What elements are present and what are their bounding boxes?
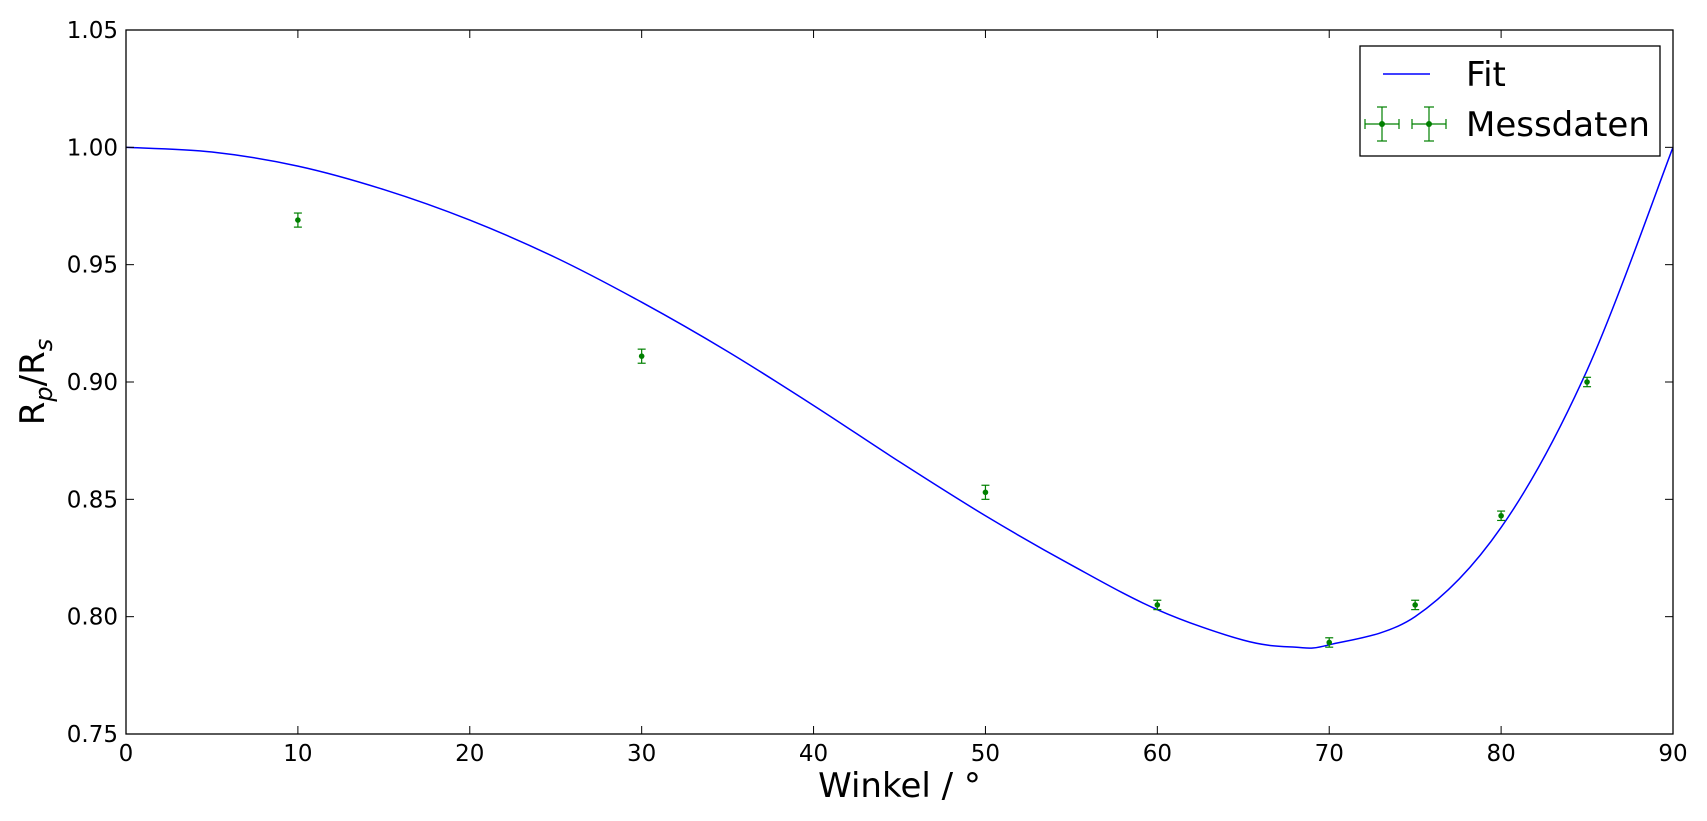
x-tick-label: 10 [283, 741, 312, 767]
x-tick-label: 40 [799, 741, 828, 767]
legend-messdaten-marker [1364, 106, 1447, 142]
data-point [1583, 376, 1592, 388]
ticks-layer [125, 29, 1674, 735]
y-axis-label-sub-s: s [30, 339, 58, 352]
y-axis-label: Rp/Rs [13, 339, 58, 425]
data-point [293, 212, 302, 228]
y-axis-label-sub-p: p [30, 386, 58, 402]
y-tick-label: 0.90 [67, 370, 118, 396]
data-marker [1412, 602, 1418, 608]
legend-messdaten-label: Messdaten [1466, 105, 1650, 145]
y-tick-label: 0.80 [67, 605, 118, 631]
legend: Fit Messdaten [1359, 45, 1661, 157]
data-marker [1584, 379, 1590, 385]
y-tick-label: 0.75 [67, 722, 118, 748]
tick-labels-layer: 0 10 20 30 40 50 60 70 80 90 0.75 0.80 0.85 0.90 0.95 1… [67, 18, 1688, 767]
x-axis-label: Winkel / ° [818, 766, 981, 806]
x-tick-label: 50 [971, 741, 1000, 767]
x-tick-label: 30 [627, 741, 656, 767]
data-points-layer [293, 212, 1592, 648]
y-axis-label-slash-r2: /R [13, 351, 53, 386]
y-tick-label: 1.05 [67, 18, 118, 44]
x-tick-label: 60 [1143, 741, 1172, 767]
x-tick-label: 0 [119, 741, 134, 767]
data-marker [638, 353, 645, 359]
data-marker [1498, 512, 1504, 519]
x-tick-label: 90 [1658, 741, 1687, 767]
legend-errorbar-glyph [1364, 106, 1400, 142]
data-point [1411, 599, 1420, 611]
fit-curve [125, 146, 1674, 649]
data-point [1497, 510, 1506, 522]
fit-curve-layer [125, 146, 1674, 649]
data-point [637, 348, 646, 364]
data-point [981, 484, 990, 500]
x-tick-label: 70 [1315, 741, 1344, 767]
data-marker [295, 217, 301, 223]
y-tick-label: 1.00 [67, 135, 118, 161]
data-point [1325, 637, 1334, 648]
y-tick-label: 0.85 [67, 487, 118, 513]
legend-marker [1426, 121, 1432, 127]
data-marker [1326, 639, 1333, 646]
legend-errorbar-glyph [1411, 106, 1447, 142]
legend-fit-label: Fit [1466, 55, 1506, 95]
y-axis-label-r1: R [13, 402, 53, 426]
data-marker [1154, 602, 1161, 608]
y-tick-label: 0.95 [67, 253, 118, 279]
data-point [1153, 599, 1162, 611]
legend-box [1359, 45, 1661, 157]
x-tick-label: 20 [455, 741, 484, 767]
legend-marker [1379, 121, 1385, 127]
x-tick-label: 80 [1486, 741, 1515, 767]
data-marker [982, 489, 989, 496]
